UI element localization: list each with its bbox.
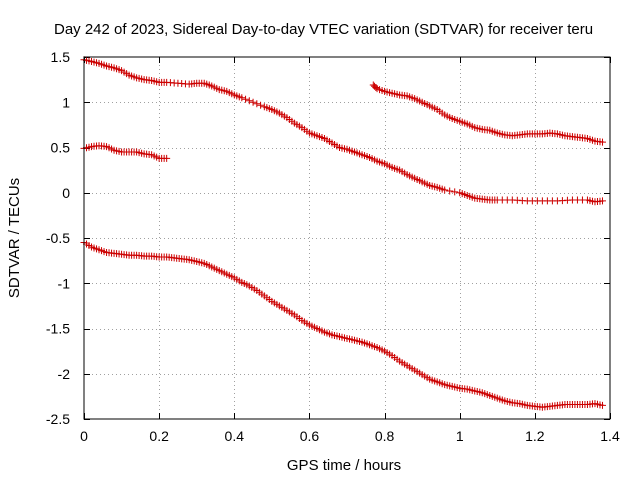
data-point-marker (598, 401, 606, 409)
x-tick-label: 0.6 (300, 428, 320, 444)
x-axis-label: GPS time / hours (287, 457, 401, 474)
y-tick-label: -1 (58, 275, 71, 291)
data-point-marker (242, 95, 250, 103)
y-tick-label: -0.5 (46, 230, 70, 246)
chart-title: Day 242 of 2023, Sidereal Day-to-day VTE… (54, 21, 593, 38)
y-tick-label: 0 (62, 185, 70, 201)
data-point-marker (249, 98, 257, 106)
plot-frame (83, 56, 611, 420)
y-tick-label: 1.5 (51, 49, 71, 65)
data-point-marker (598, 197, 606, 205)
x-tick-label: 0.8 (375, 428, 395, 444)
x-tick-label: 1.2 (525, 428, 545, 444)
series-track-4 (80, 239, 606, 411)
x-tick-labels: 0 0.2 0.4 0.6 0.8 1 1.2 1.4 (80, 428, 620, 444)
x-tick-label: 0.4 (225, 428, 245, 444)
series-track-1 (80, 56, 606, 206)
data-point-marker (245, 97, 253, 105)
data-point-marker (163, 154, 171, 162)
grid-lines (84, 57, 610, 419)
data-point-marker (598, 138, 606, 146)
series-track-3 (369, 81, 606, 146)
y-tick-label: 1 (62, 94, 70, 110)
data-point-marker (451, 188, 459, 196)
y-tick-label: 0.5 (51, 140, 71, 156)
x-tick-label: 0.2 (149, 428, 169, 444)
y-tick-label: -2.5 (46, 411, 70, 427)
y-tick-labels: -2.5 -2 -1.5 -1 -0.5 0 0.5 1 1.5 (46, 49, 70, 427)
data-point-marker (238, 94, 246, 102)
y-tick-label: -1.5 (46, 321, 70, 337)
data-point-marker (253, 100, 261, 108)
y-tick-label: -2 (58, 366, 71, 382)
data-point-marker (372, 83, 380, 91)
x-tick-label: 1.4 (600, 428, 620, 444)
data-point-marker (441, 186, 449, 194)
series-track-2 (80, 142, 171, 162)
x-tick-label: 0 (80, 428, 88, 444)
y-axis-label: SDTVAR / TECUs (6, 178, 23, 298)
data-point-marker (257, 101, 265, 109)
x-tick-label: 1 (456, 428, 464, 444)
data-series (80, 56, 606, 411)
data-point-marker (446, 187, 454, 195)
